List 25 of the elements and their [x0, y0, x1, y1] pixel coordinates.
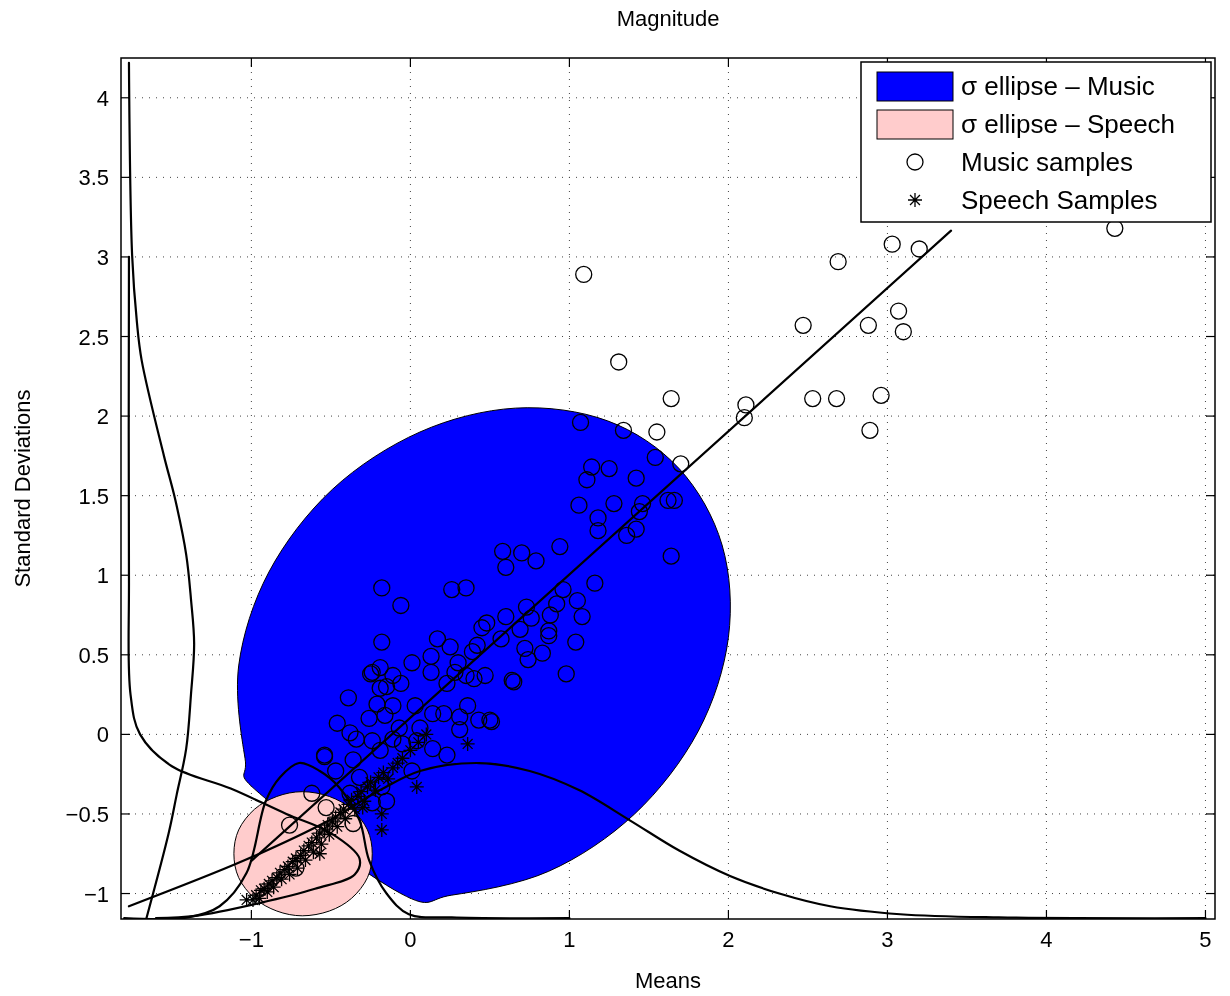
chart-title: Magnitude: [616, 6, 720, 31]
x-tick-label: 1: [563, 927, 576, 952]
y-tick-label: 0: [96, 722, 109, 748]
legend-label: σ ellipse – Music: [961, 71, 1155, 101]
y-tick-label: −1: [83, 881, 109, 907]
y-tick-label: 4: [96, 85, 109, 111]
x-tick-label: 2: [722, 927, 735, 952]
y-tick-label: 2.5: [78, 324, 109, 350]
y-axis-title: Standard Deviations: [10, 389, 35, 588]
y-tick-label: 3.5: [78, 165, 109, 191]
y-tick-label: 1: [96, 563, 109, 589]
y-tick-label: 3: [96, 244, 109, 270]
x-tick-label: −1: [238, 927, 264, 952]
x-tick-label: 0: [404, 927, 417, 952]
legend-label: σ ellipse – Speech: [961, 109, 1176, 139]
x-tick-label: 4: [1040, 927, 1053, 952]
y-tick-label: 0.5: [78, 642, 109, 668]
x-tick-label: 3: [881, 927, 894, 952]
legend-label: Music samples: [961, 147, 1133, 177]
x-tick-label: 5: [1199, 927, 1212, 952]
x-axis-title: Means: [634, 968, 702, 993]
legend-label: Speech Samples: [961, 185, 1158, 215]
y-tick-label: 1.5: [78, 483, 109, 509]
y-tick-label: −0.5: [65, 801, 109, 827]
y-tick-label: 2: [96, 404, 109, 430]
